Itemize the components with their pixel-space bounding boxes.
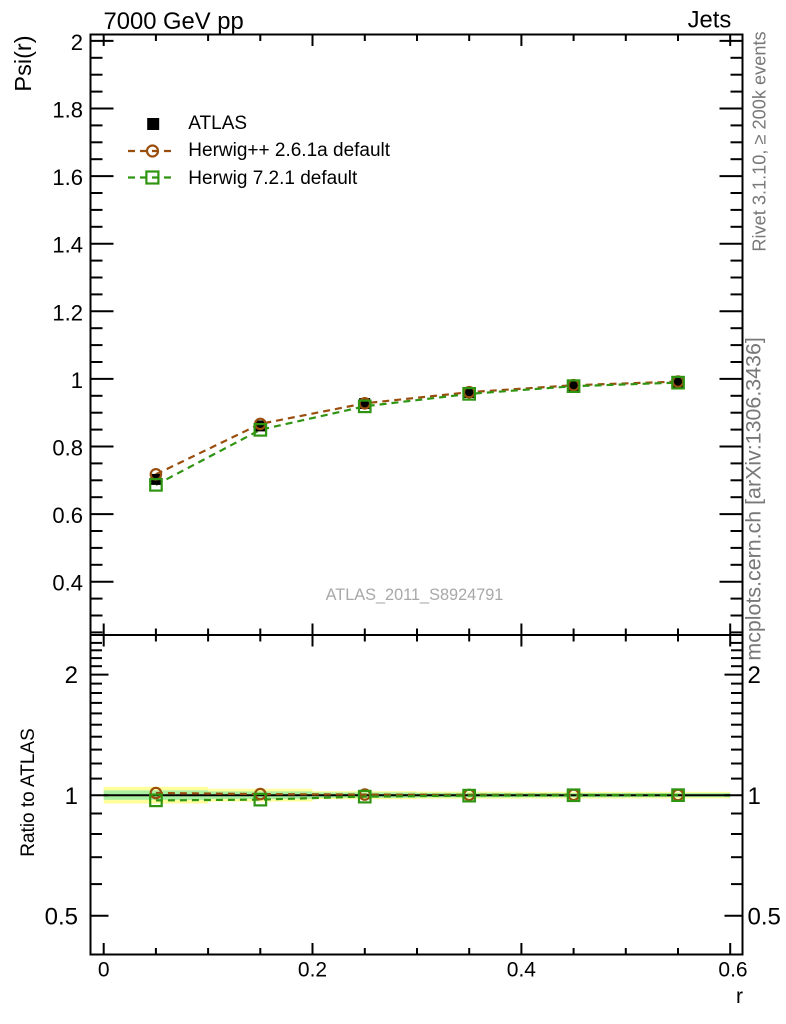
svg-text:0: 0 bbox=[98, 959, 110, 982]
svg-text:Herwig++ 2.6.1a default: Herwig++ 2.6.1a default bbox=[188, 140, 390, 161]
svg-text:0.4: 0.4 bbox=[52, 571, 83, 596]
svg-text:0.5: 0.5 bbox=[748, 903, 781, 930]
svg-text:Ratio to ATLAS: Ratio to ATLAS bbox=[18, 728, 39, 857]
svg-text:1.6: 1.6 bbox=[52, 165, 83, 190]
svg-text:Herwig 7.2.1 default: Herwig 7.2.1 default bbox=[188, 168, 358, 189]
svg-text:2: 2 bbox=[71, 30, 83, 55]
svg-text:1.8: 1.8 bbox=[52, 98, 83, 123]
svg-text:0.5: 0.5 bbox=[45, 903, 78, 930]
svg-text:0.4: 0.4 bbox=[507, 959, 537, 982]
svg-text:Jets: Jets bbox=[688, 7, 732, 34]
svg-text:1: 1 bbox=[748, 783, 761, 810]
svg-text:0.8: 0.8 bbox=[52, 436, 83, 461]
svg-text:ATLAS_2011_S8924791: ATLAS_2011_S8924791 bbox=[326, 586, 504, 604]
svg-text:7000 GeV pp: 7000 GeV pp bbox=[104, 8, 244, 35]
svg-text:0.6: 0.6 bbox=[52, 503, 83, 528]
svg-text:mcplots.cern.ch [arXiv:1306.34: mcplots.cern.ch [arXiv:1306.3436] bbox=[742, 337, 766, 660]
svg-text:2: 2 bbox=[748, 662, 761, 689]
svg-text:0.6: 0.6 bbox=[718, 959, 747, 982]
svg-text:0.2: 0.2 bbox=[298, 959, 327, 982]
svg-text:1: 1 bbox=[65, 783, 78, 810]
svg-text:Rivet 3.1.10, ≥ 200k events: Rivet 3.1.10, ≥ 200k events bbox=[749, 31, 769, 251]
svg-text:r: r bbox=[736, 985, 743, 1008]
svg-text:Psi(r): Psi(r) bbox=[10, 35, 36, 91]
svg-text:1.4: 1.4 bbox=[52, 233, 83, 258]
svg-text:1.2: 1.2 bbox=[52, 300, 83, 325]
svg-text:2: 2 bbox=[65, 662, 78, 689]
svg-text:1: 1 bbox=[71, 368, 83, 393]
svg-text:ATLAS: ATLAS bbox=[188, 113, 247, 134]
